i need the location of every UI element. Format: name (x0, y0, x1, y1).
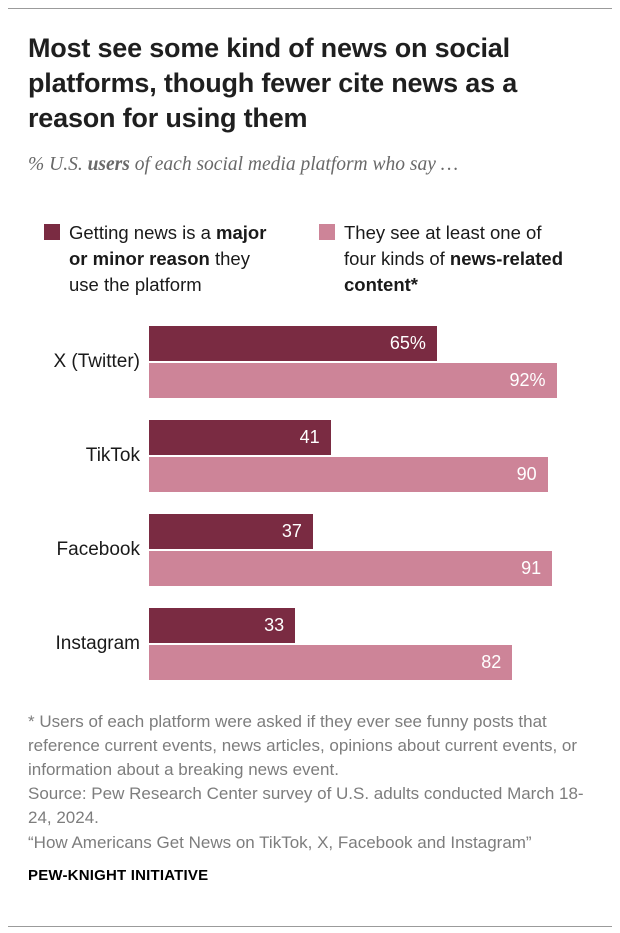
legend: Getting news is a major or minor reason … (44, 220, 592, 298)
legend-text-bold: major or minor reason (69, 222, 267, 270)
bar-news-reason: 65% (149, 325, 437, 361)
category-label: X (Twitter) (53, 350, 140, 372)
legend-label-news-reason: Getting news is a major or minor reason … (69, 220, 281, 298)
brand-footer: PEW-KNIGHT INITIATIVE (28, 866, 209, 884)
legend-text-bold: news-related content* (344, 248, 564, 296)
legend-swatch-dark (44, 224, 60, 241)
legend-item-news-reason: Getting news is a major or minor reason … (44, 220, 281, 298)
grouped-bar-chart: X (Twitter) 65% 92% TikTok 41 90 Facebook 37 91 I… (28, 325, 592, 680)
bar-news-content: 91 (149, 550, 553, 586)
bar-group: 65% 92% (149, 325, 592, 398)
chart-row: Facebook 37 91 (28, 513, 592, 586)
bar-value-label: 37 (281, 520, 302, 541)
bar-value-label: 90 (516, 463, 537, 484)
bar-group: 41 90 (149, 419, 592, 492)
footnote: * Users of each platform were asked if t… (28, 711, 578, 780)
chart-subtitle: % U.S. users of each social media platfo… (28, 154, 592, 176)
chart-content: Most see some kind of news on social pla… (0, 9, 620, 926)
bar-news-content: 82 (149, 644, 513, 680)
notes-block: * Users of each platform were asked if t… (28, 710, 592, 894)
bar-value-label: 82 (481, 651, 502, 672)
category-label: TikTok (85, 444, 140, 466)
bar-group: 37 91 (149, 513, 592, 586)
subtitle-text-post: of each social media platform who say … (129, 154, 459, 176)
bar-value-label: 65% (389, 332, 426, 353)
bar-value-label: 41 (299, 426, 320, 447)
bar-news-reason: 33 (149, 607, 296, 643)
subtitle-text-pre: % U.S. (28, 154, 88, 176)
page-title: Most see some kind of news on social pla… (28, 33, 518, 134)
spacer (28, 894, 592, 926)
legend-text-pre: Getting news is a (69, 222, 217, 244)
bar-value-label: 92% (509, 369, 546, 390)
bar-news-reason: 41 (149, 419, 331, 455)
subtitle-text-bold: users (87, 154, 130, 176)
bar-news-content: 90 (149, 456, 548, 492)
bar-value-label: 33 (264, 614, 285, 635)
source-note: Source: Pew Research Center survey of U.… (28, 784, 584, 828)
chart-row: Instagram 33 82 (28, 607, 592, 680)
legend-swatch-pink (319, 224, 335, 241)
category-label: Instagram (55, 632, 140, 654)
legend-text-pre: They see at least one of four kinds of (344, 222, 542, 270)
report-title-note: “How Americans Get News on TikTok, X, Fa… (28, 832, 532, 852)
legend-label-news-content: They see at least one of four kinds of n… (344, 220, 576, 298)
bar-group: 33 82 (149, 607, 592, 680)
top-rule (8, 8, 612, 9)
legend-text-post: they use the platform (69, 248, 250, 296)
bar-news-reason: 37 (149, 513, 313, 549)
category-label: Facebook (56, 538, 140, 560)
chart-row: X (Twitter) 65% 92% (28, 325, 592, 398)
bar-value-label: 91 (521, 557, 542, 578)
legend-item-news-content: They see at least one of four kinds of n… (319, 220, 576, 298)
bar-news-content: 92% (149, 362, 557, 398)
bottom-rule (8, 926, 612, 927)
chart-row: TikTok 41 90 (28, 419, 592, 492)
